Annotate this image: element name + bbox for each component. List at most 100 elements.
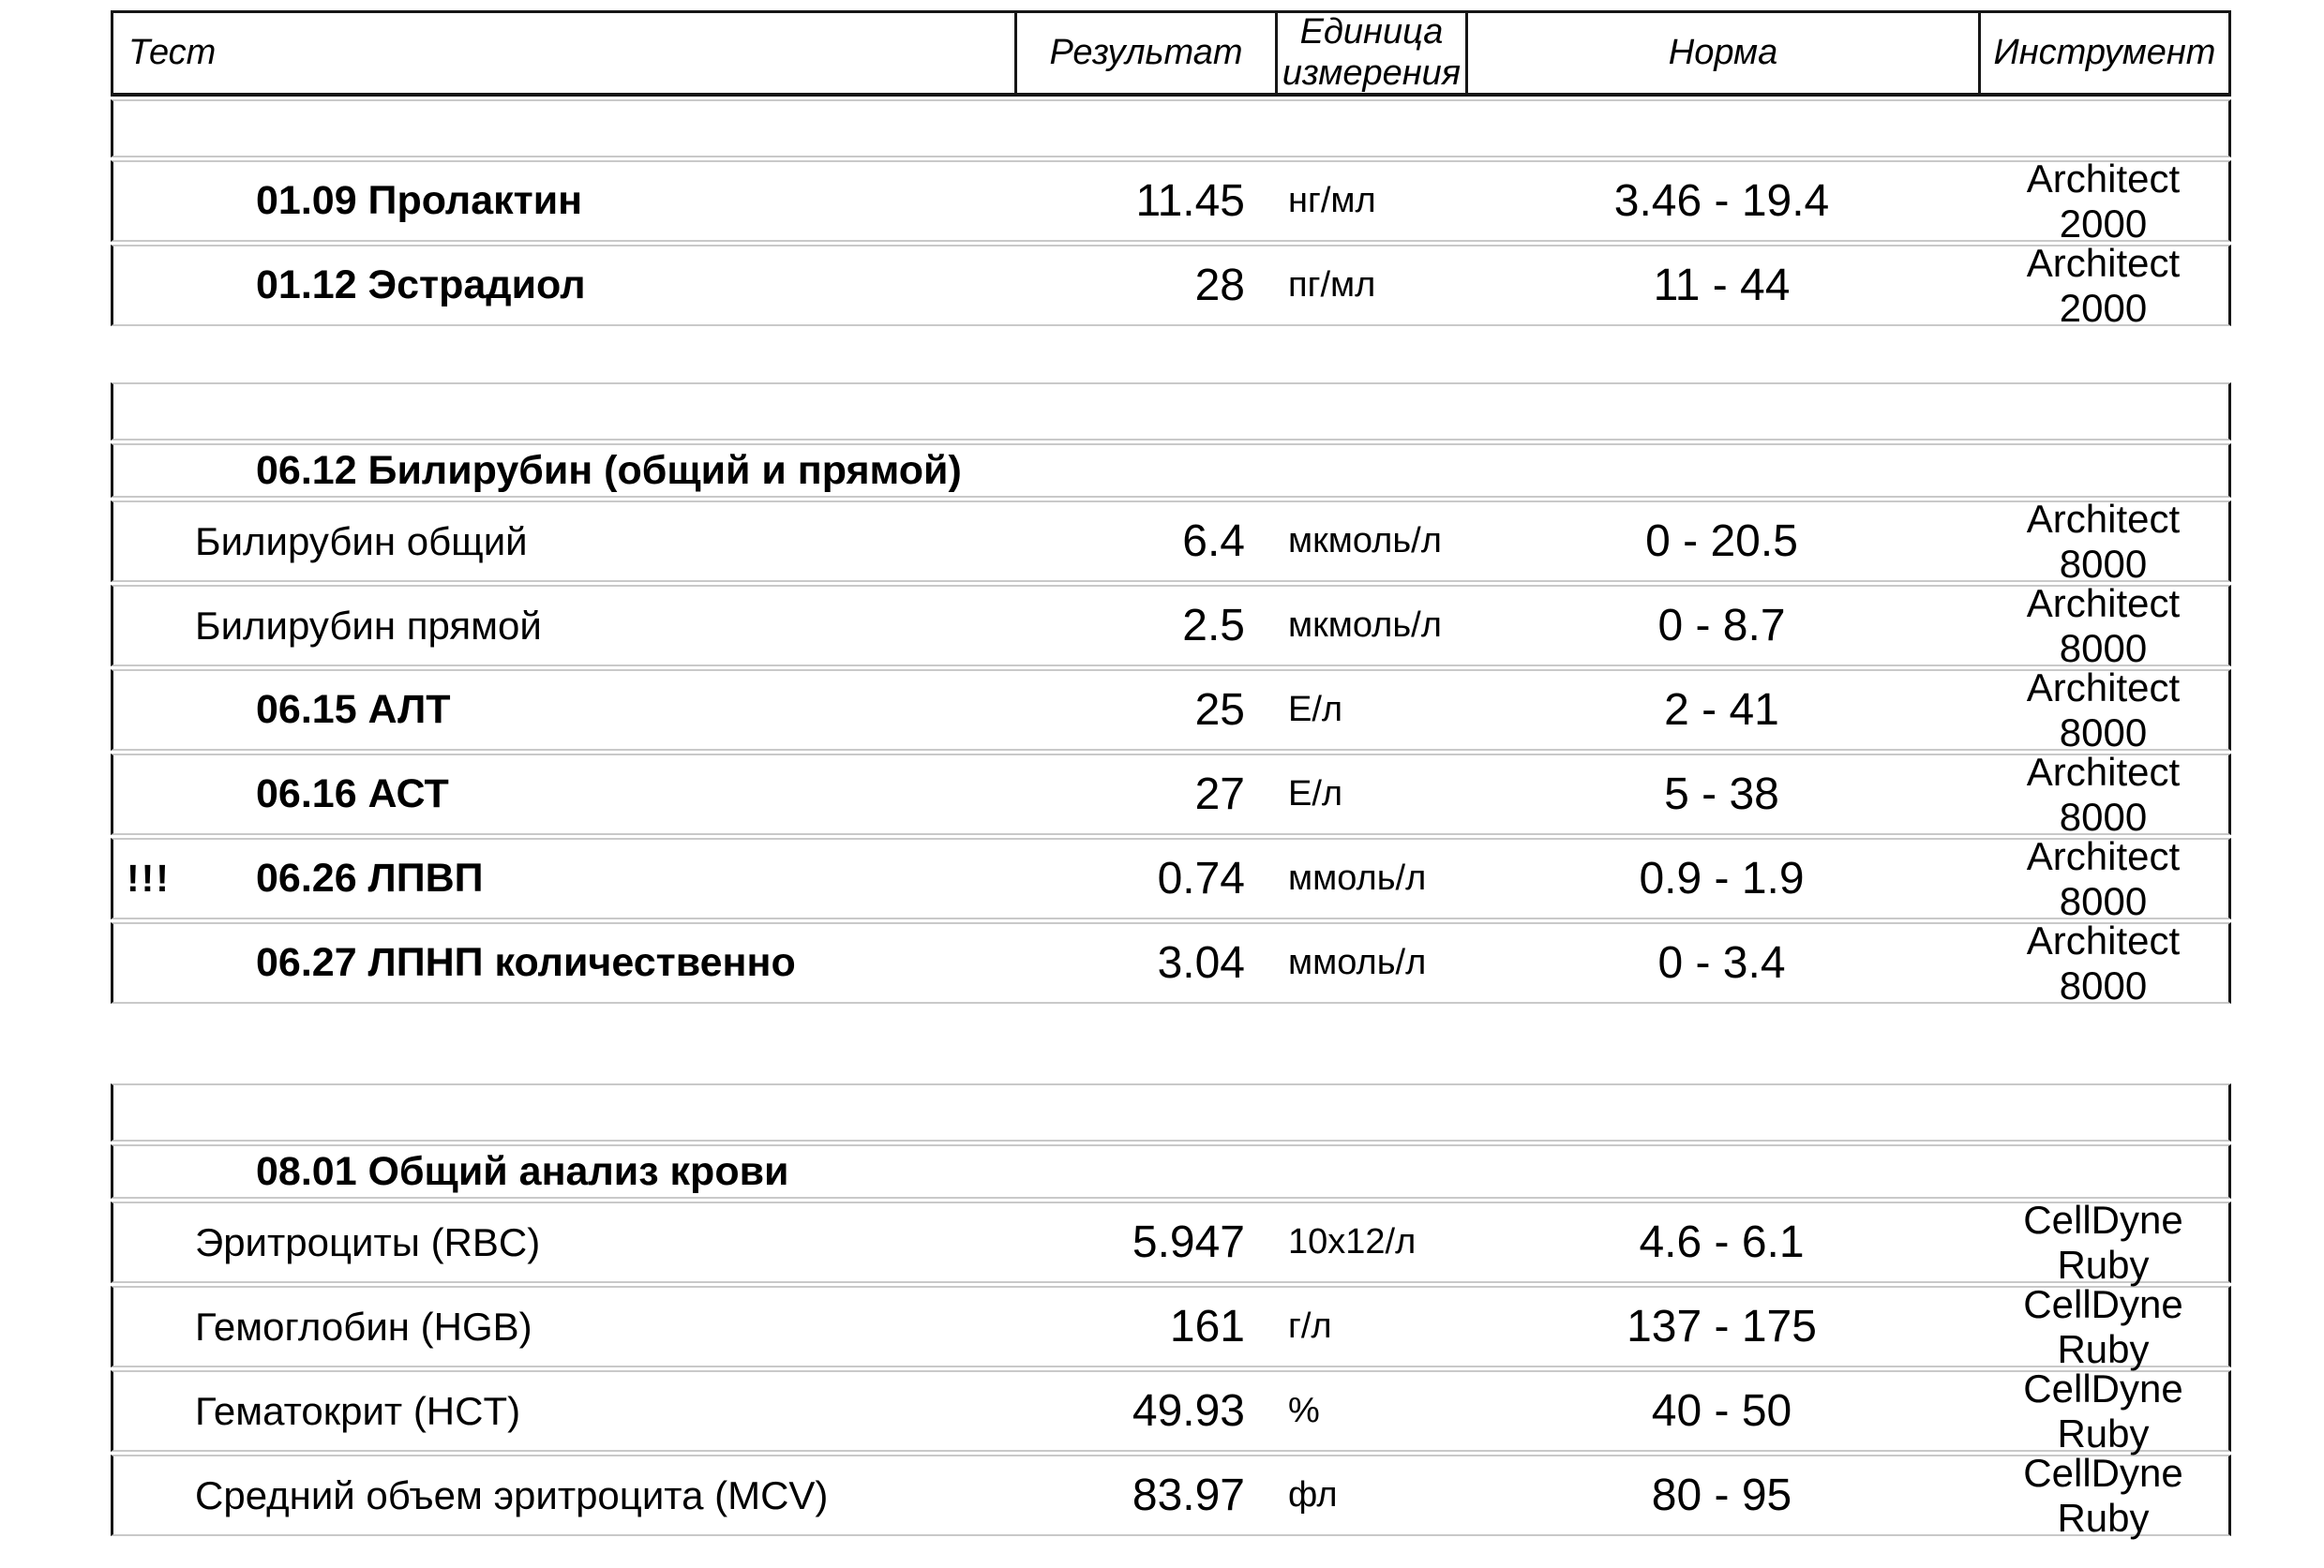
table-row: Гематокрит (HCT) 49.93% 40 - 50 CellDyne Ru… [111, 1366, 2231, 1456]
norm-cell: 0 - 3.4 [1657, 938, 1786, 988]
test-name: 06.15 АЛТ [256, 687, 451, 732]
instrument-cell: Architect 8000 [2026, 665, 2181, 754]
result-cell: 11.45 [1135, 176, 1245, 226]
column-header-norm: Норма [1465, 13, 1978, 93]
test-name-cell: !!! 06.26 ЛПВП [113, 856, 1014, 902]
test-name-cell: Гематокрит (HCT) [113, 1389, 1014, 1434]
instrument-cell: Architect 8000 [2026, 580, 2181, 670]
column-header-instrument: Инструмент [1978, 13, 2228, 93]
table-row: 01.12 Эстрадиол 28 пг/мл 11 - 44 Architect 2… [111, 241, 2231, 330]
instrument-cell: CellDyne Ruby [2023, 1281, 2183, 1371]
norm-cell: 2 - 41 [1664, 685, 1779, 735]
result-cell: 3.04 [1157, 938, 1245, 988]
test-name: 06.27 ЛПНП количественно [256, 940, 796, 985]
table-row: Билирубин прямой 2.5 мкмоль/л 0 - 8.7 Archit… [111, 581, 2231, 670]
unit-cell: нг/мл [1288, 181, 1376, 220]
result-cell: 49.93 [1132, 1386, 1245, 1436]
instrument-cell: CellDyne Ruby [2023, 1366, 2183, 1456]
instrument-cell: CellDyne Ruby [2023, 1450, 2183, 1540]
test-name-cell: Билирубин общий [113, 519, 1014, 564]
result-cell: 5.947 [1132, 1217, 1245, 1267]
test-name: 01.09 Пролактин [256, 178, 583, 223]
norm-cell: 0 - 8.7 [1657, 601, 1786, 650]
test-name-cell: Эритроциты (RBC) [113, 1220, 1014, 1265]
empty-row [111, 1083, 2231, 1142]
test-name: 06.16 АСТ [256, 771, 449, 816]
section-title: 06.12 Билирубин (общий и прямой) [256, 447, 962, 493]
test-name-cell: Билирубин прямой [113, 604, 1014, 649]
result-cell: 25 [1194, 685, 1245, 735]
table-block: 01.09 Пролактин 11.45 нг/мл 3.46 - 19.4 Arch… [111, 99, 2231, 330]
norm-cell: 40 - 50 [1651, 1386, 1792, 1436]
instrument-cell: CellDyne Ruby [2023, 1197, 2183, 1287]
norm-cell: 137 - 175 [1627, 1302, 1817, 1351]
empty-row [111, 382, 2231, 441]
table-row: 01.09 Пролактин 11.45 нг/мл 3.46 - 19.4 Arch… [111, 157, 2231, 246]
table-block: 06.12 Билирубин (общий и прямой) Билируби… [111, 382, 2231, 1008]
section-row: 08.01 Общий анализ крови [111, 1144, 2231, 1199]
norm-cell: 5 - 38 [1664, 769, 1779, 819]
unit-cell: ммоль/л [1288, 943, 1427, 982]
column-header-result: Результат [1014, 13, 1275, 93]
unit-cell: г/л [1288, 1307, 1332, 1346]
table-row: Билирубин общий 6.4 мкмоль/л 0 - 20.5 Archit… [111, 497, 2231, 586]
norm-cell: 11 - 44 [1653, 261, 1791, 310]
test-name: Гемоглобин (HGB) [195, 1304, 532, 1349]
section-title: 08.01 Общий анализ крови [256, 1148, 789, 1194]
result-cell: 83.97 [1132, 1471, 1245, 1520]
result-cell: 27 [1194, 769, 1245, 819]
result-cell: 6.4 [1182, 516, 1245, 566]
instrument-cell: Architect 8000 [2026, 496, 2181, 586]
test-name: Билирубин общий [195, 518, 528, 563]
instrument-cell: Architect 8000 [2026, 833, 2181, 923]
table-block: 08.01 Общий анализ крови Эритроциты (RBC)… [111, 1083, 2231, 1540]
test-name-cell: 06.16 АСТ [113, 771, 1014, 817]
table-body: 01.09 Пролактин 11.45 нг/мл 3.46 - 19.4 Arch… [111, 99, 2231, 1540]
test-name-cell: 06.15 АЛТ [113, 687, 1014, 733]
norm-cell: 4.6 - 6.1 [1639, 1217, 1805, 1267]
norm-cell: 3.46 - 19.4 [1613, 176, 1830, 226]
norm-cell: 0 - 20.5 [1645, 516, 1798, 566]
result-cell: 28 [1194, 261, 1245, 310]
test-name: Гематокрит (HCT) [195, 1388, 521, 1433]
table-row: 06.16 АСТ 27 Е/л 5 - 38 Architect 8000 [111, 750, 2231, 839]
norm-cell: 0.9 - 1.9 [1639, 854, 1805, 903]
table-row: Гемоглобин (HGB) 161 г/л 137 - 175 CellDyne … [111, 1282, 2231, 1371]
result-cell: 161 [1169, 1302, 1245, 1351]
table-row: Средний объем эритроцита (MCV) 83.97 фл 80 … [111, 1451, 2231, 1540]
table-row: Эритроциты (RBC) 5.947 10x12/л 4.6 - 6.1 Cel… [111, 1198, 2231, 1287]
abnormal-alert-marker: !!! [127, 857, 171, 900]
test-name-cell: 06.12 Билирубин (общий и прямой) [113, 448, 1014, 494]
empty-row [111, 99, 2231, 157]
test-name-cell: 08.01 Общий анализ крови [113, 1149, 1014, 1195]
unit-cell: фл [1288, 1475, 1338, 1515]
unit-cell: ммоль/л [1288, 859, 1427, 898]
test-name: Билирубин прямой [195, 603, 542, 648]
table-row: 06.27 ЛПНП количественно 3.04 ммоль/л 0 - 3… [111, 918, 2231, 1008]
result-cell: 0.74 [1157, 854, 1245, 903]
result-cell: 2.5 [1182, 601, 1245, 650]
unit-cell: пг/мл [1288, 265, 1376, 305]
unit-cell: 10x12/л [1288, 1222, 1417, 1262]
unit-cell: % [1288, 1391, 1320, 1430]
column-header-unit: Единица измерения [1275, 12, 1465, 93]
test-name-cell: Средний объем эритроцита (MCV) [113, 1473, 1014, 1518]
instrument-cell: Architect 2000 [2026, 156, 2181, 246]
norm-cell: 80 - 95 [1651, 1471, 1792, 1520]
instrument-cell: Architect 8000 [2026, 749, 2181, 839]
test-name-cell: 01.09 Пролактин [113, 178, 1014, 224]
test-name-cell: Гемоглобин (HGB) [113, 1305, 1014, 1350]
instrument-cell: Architect 8000 [2026, 918, 2181, 1008]
section-row: 06.12 Билирубин (общий и прямой) [111, 443, 2231, 498]
table-row: !!! 06.26 ЛПВП 0.74 ммоль/л 0.9 - 1.9 Archite… [111, 834, 2231, 923]
table-row: 06.15 АЛТ 25 Е/л 2 - 41 Architect 8000 [111, 665, 2231, 754]
unit-cell: мкмоль/л [1288, 521, 1442, 560]
test-name-cell: 01.12 Эстрадиол [113, 262, 1014, 308]
unit-cell: мкмоль/л [1288, 605, 1442, 645]
test-name: Эритроциты (RBC) [195, 1219, 541, 1264]
unit-cell: Е/л [1288, 774, 1343, 814]
column-header-test: Тест [128, 32, 217, 72]
instrument-cell: Architect 2000 [2026, 240, 2181, 330]
unit-cell: Е/л [1288, 690, 1343, 729]
